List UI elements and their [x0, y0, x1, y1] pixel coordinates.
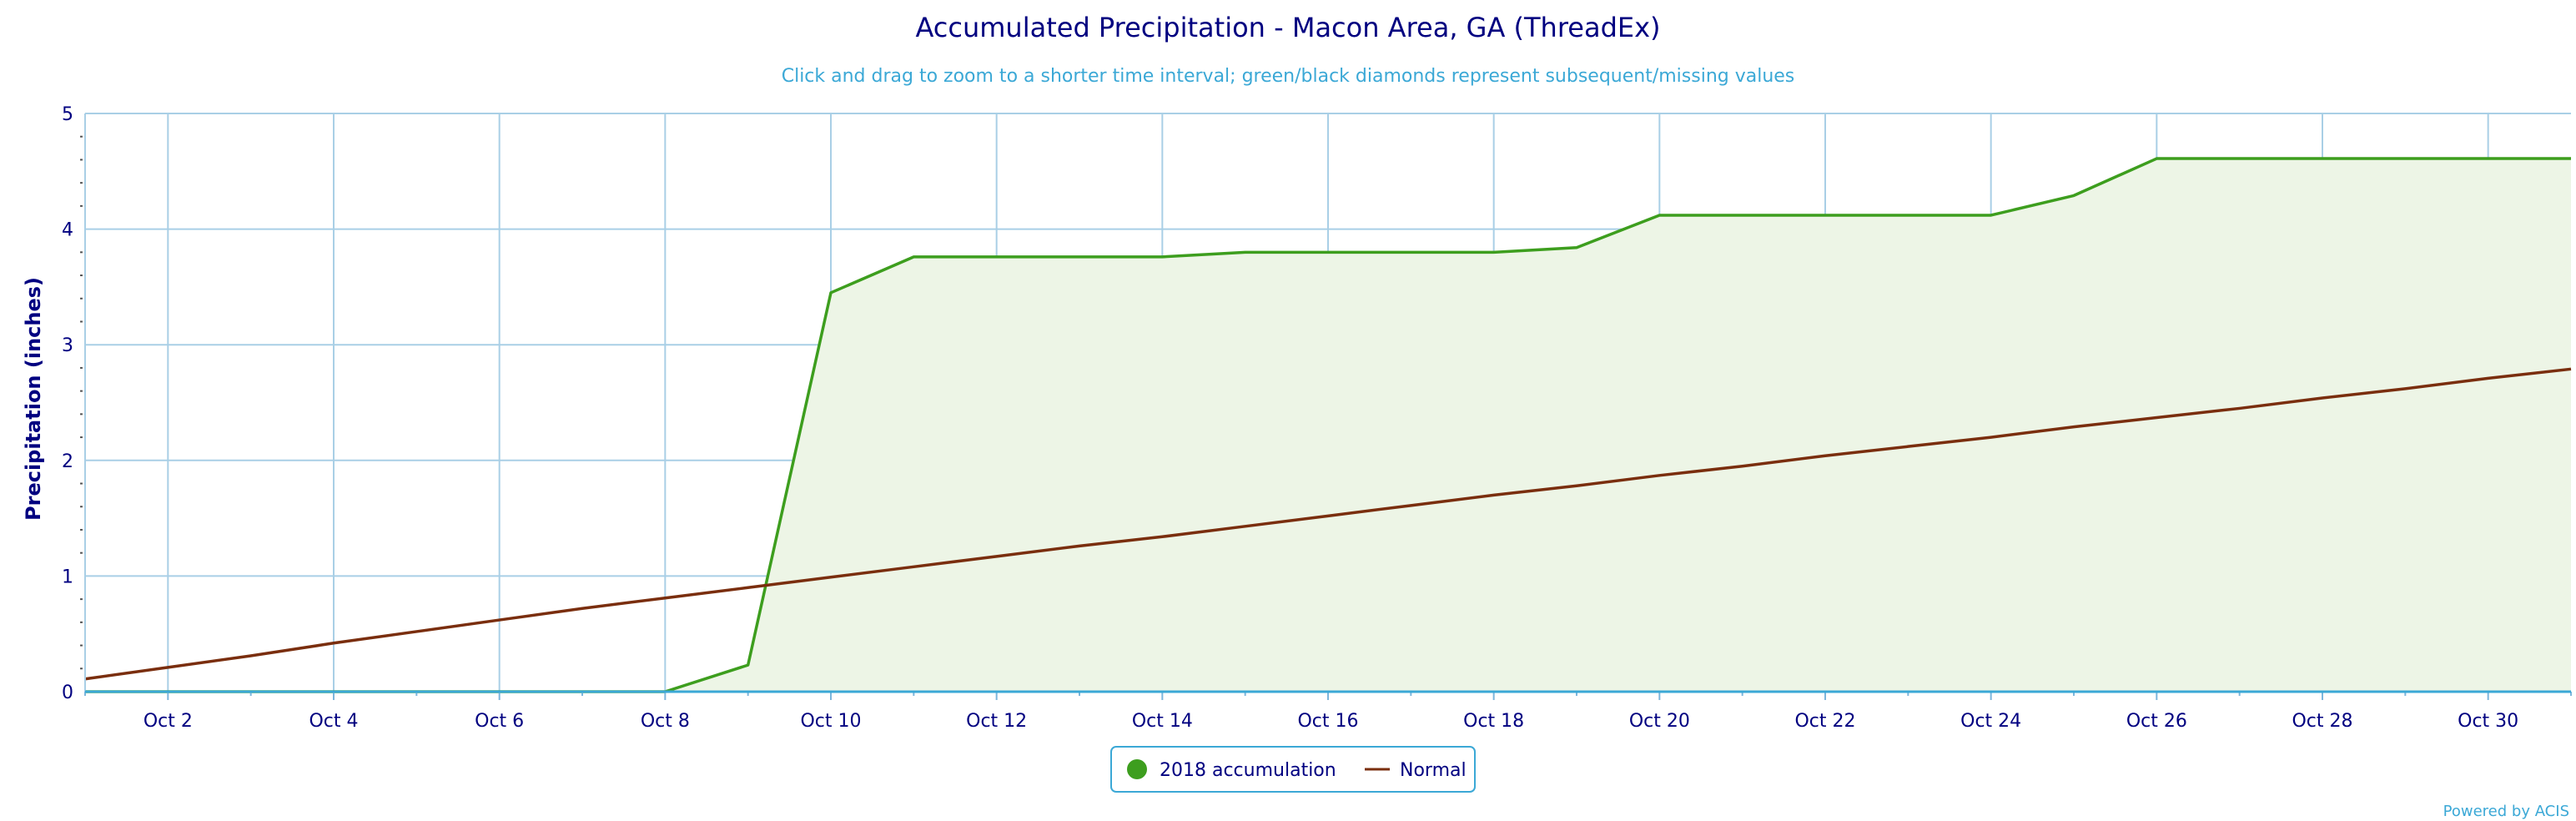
- y-axis-title: Precipitation (inches): [22, 277, 45, 521]
- chart-title: Accumulated Precipitation - Macon Area, …: [915, 12, 1660, 43]
- x-tick-label: Oct 14: [1132, 711, 1193, 732]
- x-tick-label: Oct 18: [1463, 711, 1524, 732]
- x-tick-label: Oct 24: [1960, 711, 2021, 732]
- x-tick-label: Oct 16: [1297, 711, 1358, 732]
- axes: 0 1 2 3 4 5 Oct 2 Oct 4 Oct 6 Oct 8 Oct 10 Oct 12 Oc…: [62, 104, 2572, 732]
- legend-item-normal[interactable]: Normal: [1365, 760, 1467, 781]
- legend-label-normal: Normal: [1400, 760, 1467, 781]
- area-2018-accumulation: [85, 159, 2571, 693]
- y-tick-label: 4: [62, 220, 73, 241]
- legend-label-2018-accumulation: 2018 accumulation: [1160, 760, 1336, 781]
- x-tick-label: Oct 10: [800, 711, 861, 732]
- x-tick-label: Oct 30: [2458, 711, 2518, 732]
- x-tick-label: Oct 26: [2126, 711, 2187, 732]
- y-tick-label: 0: [62, 682, 73, 703]
- x-tick-label: Oct 12: [966, 711, 1027, 732]
- x-tick-label: Oct 28: [2292, 711, 2352, 732]
- chart-subtitle: Click and drag to zoom to a shorter time…: [782, 66, 1795, 87]
- x-tick-label: Oct 2: [143, 711, 193, 732]
- x-tick-label: Oct 20: [1629, 711, 1690, 732]
- y-tick-label: 5: [62, 104, 73, 125]
- legend[interactable]: 2018 accumulation Normal: [1110, 746, 1476, 793]
- y-tick-label: 2: [62, 451, 73, 472]
- x-tick-label: Oct 6: [475, 711, 524, 732]
- powered-by-credit[interactable]: Powered by ACIS: [2443, 803, 2569, 820]
- x-tick-label: Oct 22: [1794, 711, 1855, 732]
- legend-item-2018-accumulation[interactable]: 2018 accumulation: [1127, 759, 1336, 781]
- x-tick-label: Oct 8: [641, 711, 690, 732]
- x-tick-label: Oct 4: [309, 711, 358, 732]
- legend-circle-icon: [1127, 759, 1147, 779]
- series-line-normal[interactable]: [84, 367, 2572, 681]
- area-fill-layer: [85, 159, 2571, 693]
- legend-box: [1110, 746, 1476, 793]
- y-tick-label: 1: [62, 567, 73, 587]
- y-tick-label: 3: [62, 335, 73, 356]
